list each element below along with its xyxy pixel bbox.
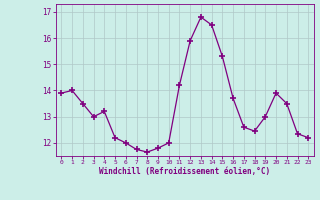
- X-axis label: Windchill (Refroidissement éolien,°C): Windchill (Refroidissement éolien,°C): [99, 167, 270, 176]
